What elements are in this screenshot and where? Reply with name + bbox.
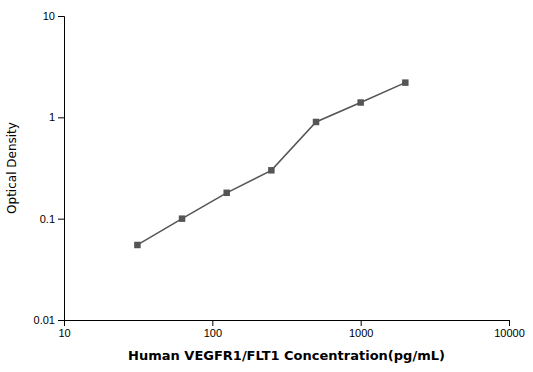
y-tick-mark <box>58 117 64 118</box>
point <box>179 215 185 221</box>
x-tick: 100 <box>204 320 222 339</box>
y-tick: 10 <box>43 10 64 22</box>
y-tick: 0.01 <box>34 314 64 326</box>
point <box>134 242 140 248</box>
plot: 10 100 1000 10000 0.01 0.1 1 10 <box>34 10 525 339</box>
y-tick-mark <box>58 219 64 220</box>
x-tick-label: 100 <box>204 327 222 339</box>
x-axis-title: Human VEGFR1/FLT1 Concentration(pg/mL) <box>128 348 445 363</box>
y-tick-label: 10 <box>43 10 55 22</box>
y-tick-label: 0.1 <box>40 213 55 225</box>
y-tick-mark <box>58 16 64 17</box>
y-axis: 0.01 0.1 1 10 <box>34 10 65 326</box>
x-tick-label: 10 <box>58 327 70 339</box>
x-tick: 10 <box>58 320 70 339</box>
marks <box>134 79 408 248</box>
line <box>137 83 405 245</box>
point <box>313 119 319 125</box>
point <box>357 99 363 105</box>
y-tick-label: 0.01 <box>34 314 55 326</box>
x-tick: 10000 <box>494 320 525 339</box>
x-tick: 1000 <box>349 320 373 339</box>
x-tick-label: 10000 <box>494 327 525 339</box>
point <box>223 190 229 196</box>
y-tick-label: 1 <box>49 111 55 123</box>
y-tick: 0.1 <box>40 213 64 225</box>
x-tick-mark <box>361 320 362 326</box>
y-tick-mark <box>58 320 64 321</box>
y-tick: 1 <box>49 111 64 123</box>
x-tick-label: 1000 <box>349 327 373 339</box>
y-axis-title: Optical Density <box>5 122 19 214</box>
x-axis: 10 100 1000 10000 <box>58 320 524 339</box>
x-tick-mark <box>509 320 510 326</box>
point <box>268 167 274 173</box>
x-axis-line <box>65 321 510 327</box>
chart: 10 100 1000 10000 0.01 0.1 1 10 Human VEGFR1/FLT… <box>0 0 533 372</box>
y-axis-line <box>58 17 65 321</box>
x-tick-mark <box>212 320 213 326</box>
point <box>402 79 408 85</box>
